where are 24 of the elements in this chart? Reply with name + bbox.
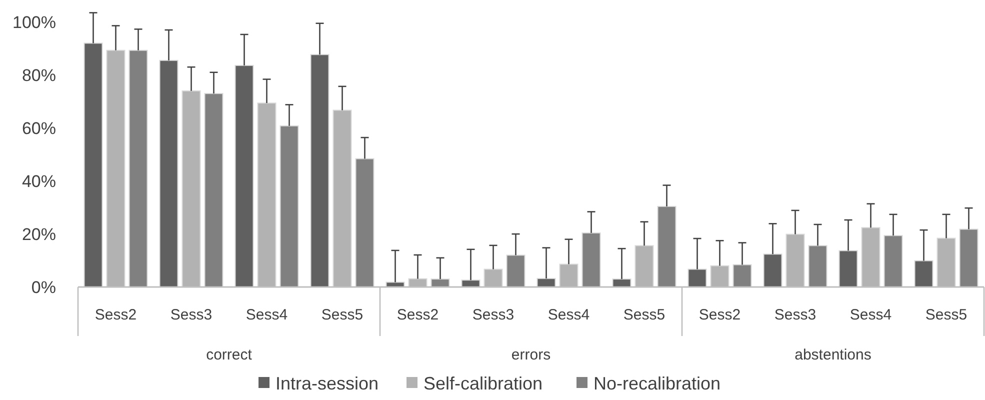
y-tick-label: 20% <box>22 224 56 244</box>
text: errors <box>511 346 551 364</box>
x-tick-label: Sess5 <box>623 306 666 324</box>
x-tick-label: Sess2 <box>396 306 439 324</box>
x-tick-label: Sess3 <box>170 306 212 324</box>
text: correct <box>206 346 253 364</box>
x-tick-label: Sess2 <box>698 306 741 324</box>
text: abstentions <box>794 346 872 364</box>
legend-label: Intra-session <box>276 373 379 394</box>
y-tick-label: 100% <box>12 12 56 32</box>
x-tick-label: Sess5 <box>321 306 364 324</box>
x-tick-label: Sess4 <box>850 306 892 324</box>
x-tick-label: Sess2 <box>94 306 137 324</box>
y-tick-label: 0% <box>31 278 56 297</box>
y-tick-label: 60% <box>22 118 56 138</box>
x-tick-label: Sess5 <box>925 306 968 324</box>
legend-label: No-recalibration <box>594 373 721 394</box>
legend-label: Self-calibration <box>424 373 543 394</box>
y-tick-label: 40% <box>22 172 56 191</box>
x-tick-label: Sess3 <box>774 306 816 324</box>
y-tick-label: 80% <box>22 66 56 85</box>
x-tick-label: Sess4 <box>548 306 590 324</box>
x-tick-label: Sess3 <box>472 306 514 324</box>
x-tick-label: Sess4 <box>246 306 288 324</box>
